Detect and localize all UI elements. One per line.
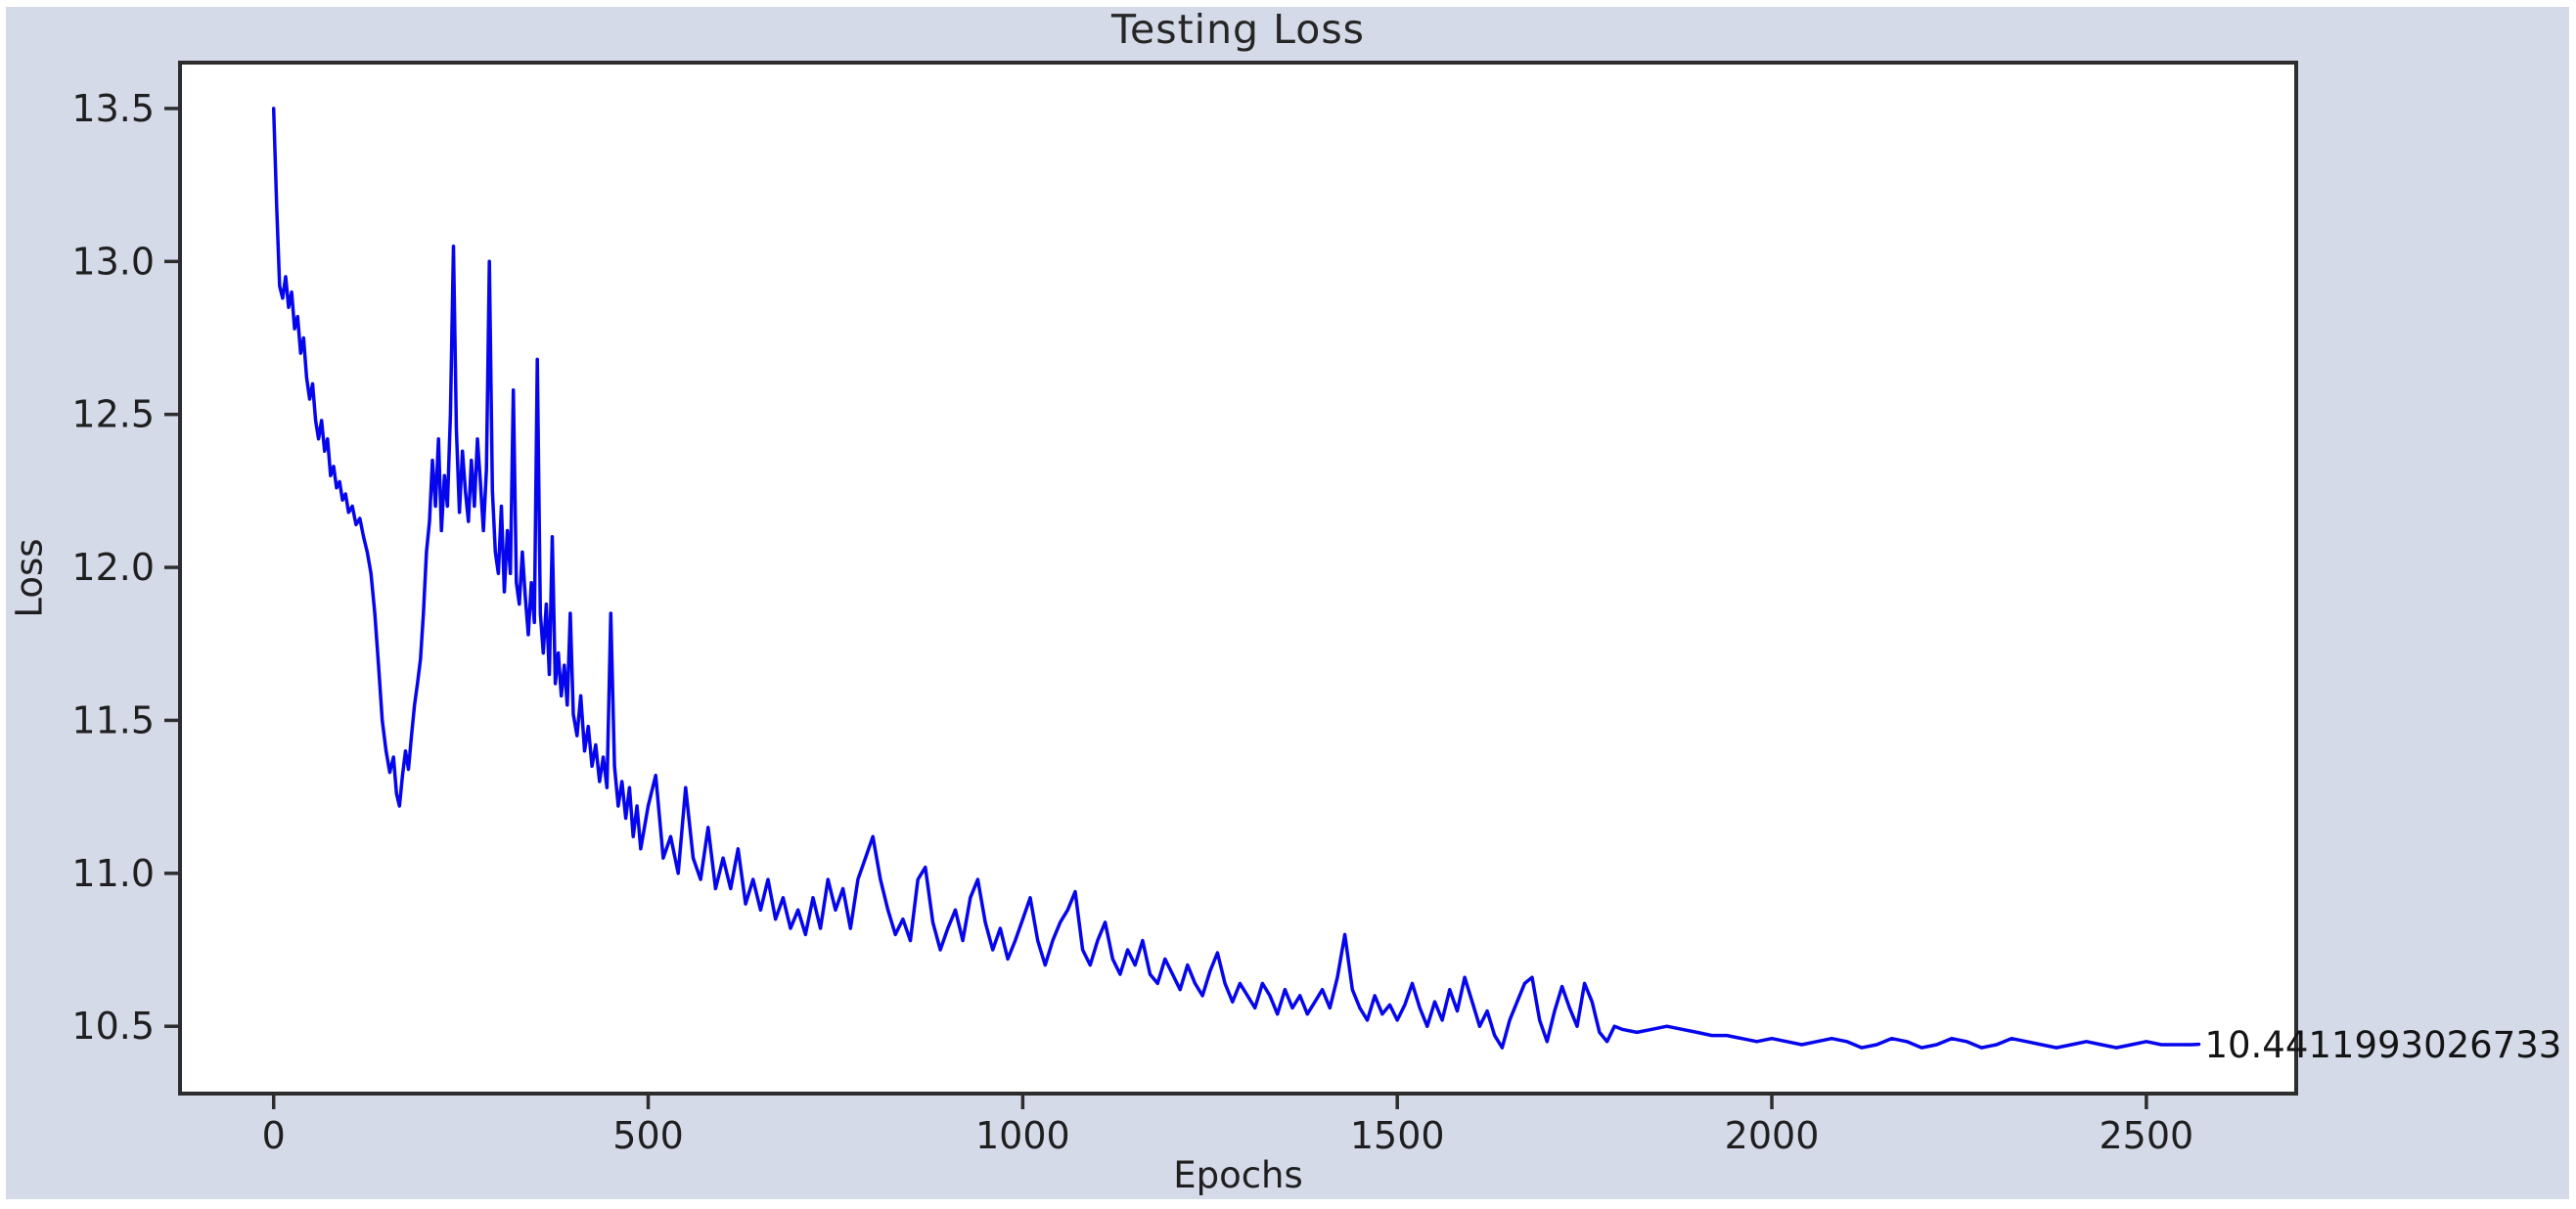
x-tick-label: 0 xyxy=(262,1114,286,1157)
x-tick-label: 1000 xyxy=(975,1114,1070,1157)
x-axis-label: Epochs xyxy=(1173,1154,1303,1196)
y-tick-label: 12.5 xyxy=(71,393,155,436)
y-axis-label: Loss xyxy=(8,538,51,618)
y-tick-label: 13.0 xyxy=(71,240,155,283)
chart-title: Testing Loss xyxy=(1110,6,1366,53)
y-tick-label: 12.0 xyxy=(71,546,155,589)
plot-area xyxy=(178,61,2298,1096)
y-tick-label: 10.5 xyxy=(71,1005,155,1048)
x-tick-label: 500 xyxy=(612,1114,684,1157)
y-tick-label: 13.5 xyxy=(71,87,155,130)
testing-loss-curve xyxy=(271,107,2201,1050)
x-tick-label: 1500 xyxy=(1350,1114,1445,1157)
y-tick-label: 11.5 xyxy=(71,698,155,741)
x-tick-label: 2000 xyxy=(1725,1114,1820,1157)
final-loss-annotation: 10.4411993026733 xyxy=(2204,1023,2562,1066)
x-tick-label: 2500 xyxy=(2100,1114,2194,1157)
y-tick-label: 11.0 xyxy=(71,852,155,895)
